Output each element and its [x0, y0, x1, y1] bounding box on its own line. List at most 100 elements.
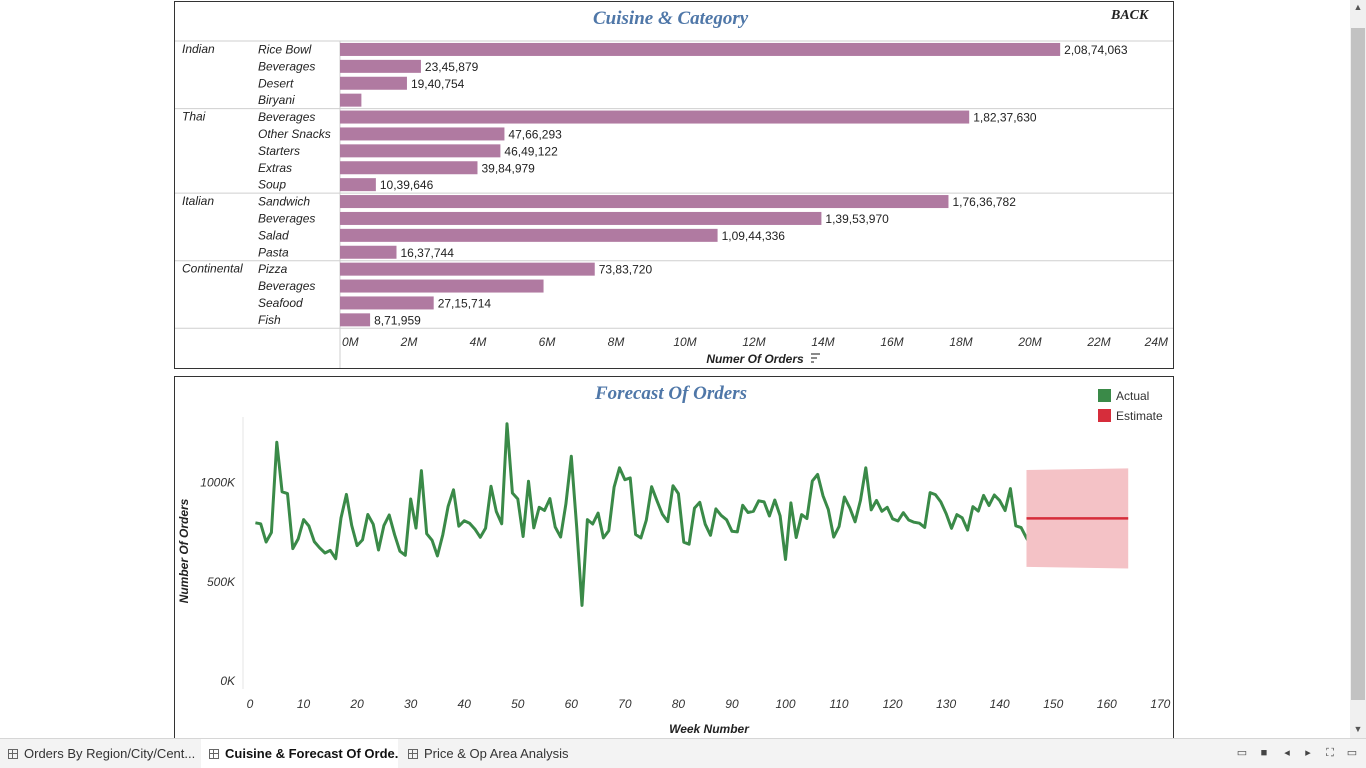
bar — [340, 195, 949, 209]
x-tick-label: 14M — [811, 335, 834, 349]
data-label: 1,39,53,970 — [825, 212, 889, 226]
bar — [340, 245, 397, 259]
data-label: 23,45,879 — [425, 60, 479, 74]
bar — [340, 110, 970, 124]
previous-sheet-icon[interactable]: ◂ — [1284, 747, 1290, 759]
cuisine-label: Continental — [182, 262, 243, 276]
legend-swatch-actual — [1098, 389, 1111, 402]
category-label: Rice Bowl — [258, 42, 312, 56]
next-sheet-icon[interactable]: ▸ — [1305, 747, 1311, 759]
x-tick-label: 110 — [829, 697, 848, 711]
bar — [340, 279, 544, 293]
data-label: 10,39,646 — [380, 178, 434, 192]
tab-label: Orders By Region/City/Cent... — [24, 746, 196, 761]
y-tick-label: 1000K — [200, 476, 236, 490]
x-tick-label: 100 — [775, 697, 795, 711]
data-label: 46,49,122 — [504, 144, 558, 158]
cuisine-bar-chart: Indian Rice Bowl 2,08,74,063 Beverages 23,45… — [175, 40, 1173, 368]
category-label: Pizza — [258, 262, 288, 276]
x-tick-label: 4M — [470, 335, 487, 349]
fullscreen-icon[interactable]: ⛶ — [1326, 747, 1334, 759]
sort-icon — [811, 353, 820, 363]
worksheet-icon — [408, 749, 418, 759]
bar — [340, 211, 822, 225]
bar — [340, 313, 371, 327]
back-button[interactable]: BACK — [1111, 8, 1149, 23]
legend-swatch-estimate — [1098, 409, 1111, 422]
category-label: Starters — [258, 144, 300, 158]
x-tick-label: 60 — [565, 697, 579, 711]
x-tick-label: 130 — [936, 697, 956, 711]
data-label: 27,15,714 — [438, 296, 492, 310]
cuisine-label: Italian — [182, 194, 214, 208]
x-tick-label: 0 — [247, 697, 254, 711]
y-axis-title: Number Of Orders — [177, 498, 191, 603]
bar — [340, 76, 407, 90]
worksheet-icon — [8, 749, 18, 759]
x-tick-label: 10 — [297, 697, 311, 711]
x-tick-label: 150 — [1043, 697, 1063, 711]
x-tick-label: 20M — [1017, 335, 1041, 349]
forecast-chart-title: Forecast Of Orders — [595, 383, 747, 404]
category-label: Desert — [258, 76, 294, 90]
bar — [340, 42, 1061, 56]
category-label: Beverages — [258, 59, 315, 73]
bar — [340, 144, 501, 158]
x-axis-title: Numer Of Orders — [706, 352, 804, 366]
x-tick-label: 12M — [742, 335, 765, 349]
y-tick-label: 0K — [220, 674, 236, 688]
data-label: 1,76,36,782 — [952, 195, 1016, 209]
bar — [340, 296, 434, 310]
cuisine-category-panel: Cuisine & Category BACK Indian Rice Bowl 2… — [174, 1, 1174, 369]
category-label: Sandwich — [258, 195, 310, 209]
x-tick-label: 24M — [1144, 335, 1168, 349]
film-strip-icon[interactable]: ▭ — [1236, 747, 1248, 759]
tab-cuisine-forecast[interactable]: Cuisine & Forecast Of Orde... — [201, 739, 398, 768]
tab-label: Cuisine & Forecast Of Orde... — [225, 746, 398, 761]
bar — [340, 93, 362, 107]
tab-label: Price & Op Area Analysis — [424, 746, 569, 761]
legend-label-estimate: Estimate — [1116, 409, 1163, 423]
scroll-down-icon[interactable]: ▼ — [1353, 724, 1363, 734]
x-tick-label: 10M — [673, 335, 696, 349]
y-tick-label: 500K — [207, 575, 236, 589]
x-tick-label: 6M — [539, 335, 556, 349]
cuisine-chart-title: Cuisine & Category — [593, 8, 749, 29]
sheet-tab-bar: Orders By Region/City/Cent... Cuisine & … — [0, 738, 1366, 768]
category-label: Soup — [258, 178, 286, 192]
x-tick-label: 0M — [342, 335, 359, 349]
bar — [340, 127, 505, 141]
category-label: Beverages — [258, 279, 315, 293]
tab-orders-by-region[interactable]: Orders By Region/City/Cent... — [0, 739, 200, 768]
data-label: 19,40,754 — [411, 77, 465, 91]
scroll-up-icon[interactable]: ▲ — [1353, 2, 1363, 12]
x-tick-label: 8M — [608, 335, 625, 349]
category-label: Seafood — [258, 296, 303, 310]
screen-icon[interactable]: ▭ — [1346, 747, 1358, 759]
legend-label-actual: Actual — [1116, 389, 1149, 403]
x-tick-label: 80 — [672, 697, 686, 711]
category-label: Other Snacks — [258, 127, 331, 141]
x-axis-title: Week Number — [669, 722, 750, 736]
category-label: Biryani — [258, 93, 295, 107]
x-tick-label: 30 — [404, 697, 418, 711]
data-label: 47,66,293 — [508, 127, 562, 141]
bar — [340, 228, 718, 242]
actual-series-line — [255, 422, 1066, 607]
tab-price-op-area[interactable]: Price & Op Area Analysis — [400, 739, 572, 768]
bar — [340, 59, 421, 73]
category-label: Pasta — [258, 245, 289, 259]
data-label: 2,08,74,063 — [1064, 43, 1128, 57]
x-tick-label: 70 — [618, 697, 632, 711]
forecast-line-chart: 0K 500K 1000K 0 10 20 30 40 50 60 70 80 90 100 110 120 1… — [177, 389, 1171, 736]
category-label: Fish — [258, 313, 281, 327]
data-label: 8,71,959 — [374, 313, 421, 327]
cuisine-label: Indian — [182, 42, 215, 56]
data-label: 39,84,979 — [481, 161, 535, 175]
x-tick-label: 120 — [883, 697, 903, 711]
presentation-mode-icon[interactable]: ■ — [1260, 747, 1268, 759]
category-label: Beverages — [258, 211, 315, 225]
x-tick-label: 18M — [949, 335, 972, 349]
worksheet-icon — [209, 749, 219, 759]
scrollbar-thumb[interactable] — [1351, 28, 1365, 700]
